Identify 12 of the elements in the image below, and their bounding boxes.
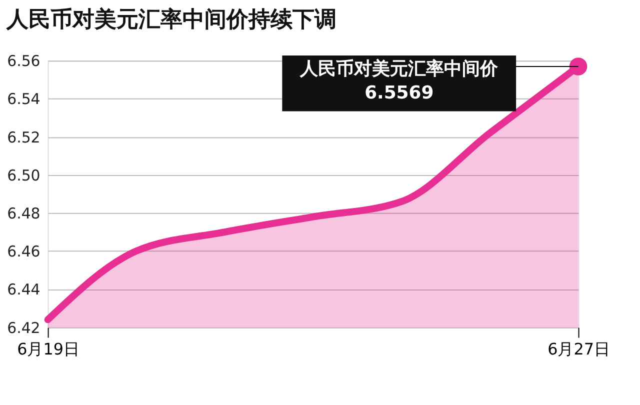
y-tick-label: 6.42 bbox=[7, 318, 40, 337]
x-tick-label: 6月19日 bbox=[17, 340, 80, 359]
y-tick-label: 6.44 bbox=[7, 280, 40, 299]
y-tick-label: 6.52 bbox=[7, 128, 40, 146]
y-tick-label: 6.54 bbox=[7, 90, 40, 108]
y-tick-label: 6.48 bbox=[7, 204, 40, 222]
chart-title: 人民币对美元汇率中间价持续下调 bbox=[6, 6, 337, 33]
y-tick-label: 6.56 bbox=[7, 52, 40, 70]
x-tick-label: 6月27日 bbox=[548, 340, 610, 359]
y-tick-label: 6.50 bbox=[7, 166, 40, 184]
y-tick-label: 6.46 bbox=[7, 242, 40, 261]
annotation: 人民币对美元汇率中间价 6.5569 bbox=[299, 58, 500, 104]
